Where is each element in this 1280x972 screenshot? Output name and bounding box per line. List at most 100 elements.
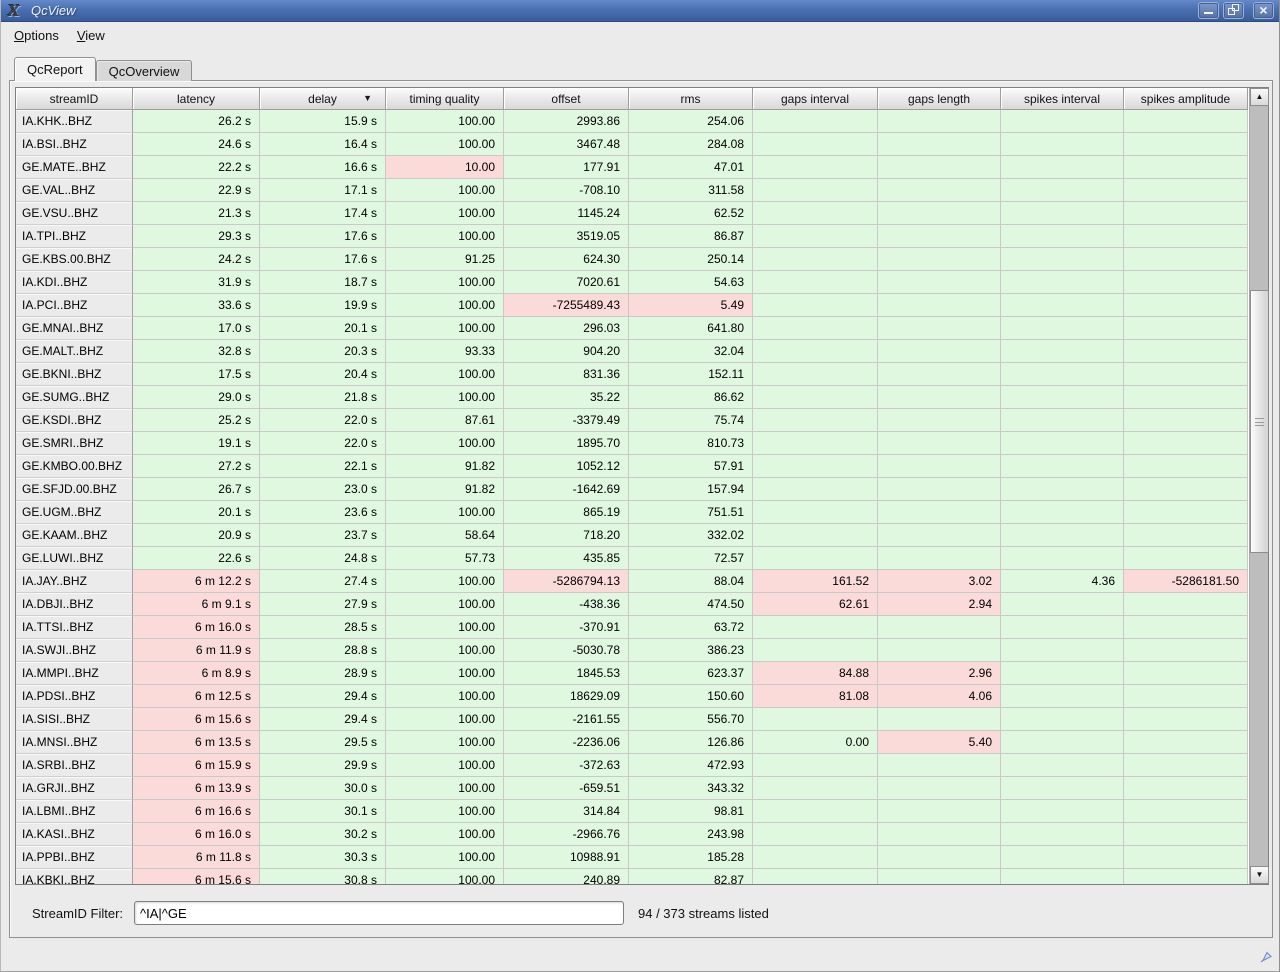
value-cell[interactable]: 57.73 — [386, 547, 504, 570]
value-cell[interactable] — [1124, 823, 1248, 846]
table-row[interactable]: GE.MNAI..BHZ 17.0 s 20.1 s 100.00 296.03 641.… — [16, 317, 1249, 340]
stream-id-cell[interactable]: IA.TTSI..BHZ — [16, 616, 133, 639]
value-cell[interactable] — [878, 363, 1001, 386]
value-cell[interactable]: 100.00 — [386, 777, 504, 800]
value-cell[interactable]: 86.87 — [629, 225, 753, 248]
value-cell[interactable]: 28.8 s — [260, 639, 386, 662]
value-cell[interactable]: 30.0 s — [260, 777, 386, 800]
value-cell[interactable]: 29.5 s — [260, 731, 386, 754]
value-cell[interactable] — [1001, 363, 1124, 386]
value-cell[interactable]: 16.6 s — [260, 156, 386, 179]
value-cell[interactable]: 100.00 — [386, 294, 504, 317]
value-cell[interactable]: 6 m 15.6 s — [133, 708, 260, 731]
value-cell[interactable] — [1124, 294, 1248, 317]
value-cell[interactable] — [1124, 547, 1248, 570]
column-header-spikes-interval[interactable]: spikes interval — [1001, 88, 1124, 110]
value-cell[interactable]: 30.8 s — [260, 869, 386, 884]
value-cell[interactable]: 23.7 s — [260, 524, 386, 547]
value-cell[interactable]: 86.62 — [629, 386, 753, 409]
value-cell[interactable] — [753, 386, 878, 409]
table-row[interactable]: IA.SWJI..BHZ 6 m 11.9 s 28.8 s 100.00 -5030.… — [16, 639, 1249, 662]
value-cell[interactable] — [1001, 616, 1124, 639]
value-cell[interactable] — [753, 317, 878, 340]
value-cell[interactable]: 17.6 s — [260, 225, 386, 248]
value-cell[interactable]: 100.00 — [386, 639, 504, 662]
table-row[interactable]: IA.TPI..BHZ 29.3 s 17.6 s 100.00 3519.05 86.8… — [16, 225, 1249, 248]
value-cell[interactable]: -5030.78 — [504, 639, 629, 662]
value-cell[interactable]: 31.9 s — [133, 271, 260, 294]
value-cell[interactable] — [1001, 662, 1124, 685]
stream-filter-input[interactable] — [134, 901, 625, 925]
value-cell[interactable]: 100.00 — [386, 133, 504, 156]
value-cell[interactable]: -708.10 — [504, 179, 629, 202]
value-cell[interactable]: 150.60 — [629, 685, 753, 708]
value-cell[interactable]: 556.70 — [629, 708, 753, 731]
value-cell[interactable]: 7020.61 — [504, 271, 629, 294]
value-cell[interactable]: 20.4 s — [260, 363, 386, 386]
value-cell[interactable]: 23.6 s — [260, 501, 386, 524]
value-cell[interactable] — [1124, 846, 1248, 869]
value-cell[interactable] — [753, 869, 878, 884]
value-cell[interactable] — [1001, 248, 1124, 271]
value-cell[interactable]: -3379.49 — [504, 409, 629, 432]
value-cell[interactable] — [1001, 340, 1124, 363]
table-row[interactable]: IA.MNSI..BHZ 6 m 13.5 s 29.5 s 100.00 -2236.… — [16, 731, 1249, 754]
titlebar[interactable]: X QcView × — [1, 0, 1279, 22]
value-cell[interactable]: 100.00 — [386, 202, 504, 225]
value-cell[interactable] — [753, 777, 878, 800]
value-cell[interactable]: 54.63 — [629, 271, 753, 294]
stream-id-cell[interactable]: IA.JAY..BHZ — [16, 570, 133, 593]
column-header-offset[interactable]: offset — [504, 88, 629, 110]
scrollbar-track[interactable] — [1250, 106, 1269, 866]
tab-qcoverview[interactable]: QcOverview — [95, 60, 193, 81]
value-cell[interactable]: 6 m 13.5 s — [133, 731, 260, 754]
value-cell[interactable]: 435.85 — [504, 547, 629, 570]
value-cell[interactable]: 250.14 — [629, 248, 753, 271]
value-cell[interactable]: 6 m 16.0 s — [133, 823, 260, 846]
value-cell[interactable]: -5286181.50 — [1124, 570, 1248, 593]
value-cell[interactable]: 4.06 — [878, 685, 1001, 708]
value-cell[interactable]: 20.9 s — [133, 524, 260, 547]
table-row[interactable]: GE.MATE..BHZ 22.2 s 16.6 s 10.00 177.91 47.01 — [16, 156, 1249, 179]
value-cell[interactable]: 6 m 16.6 s — [133, 800, 260, 823]
value-cell[interactable] — [878, 708, 1001, 731]
value-cell[interactable] — [753, 363, 878, 386]
value-cell[interactable]: 20.1 s — [260, 317, 386, 340]
table-row[interactable]: IA.KASI..BHZ 6 m 16.0 s 30.2 s 100.00 -2966.… — [16, 823, 1249, 846]
stream-id-cell[interactable]: IA.PCI..BHZ — [16, 294, 133, 317]
value-cell[interactable]: 904.20 — [504, 340, 629, 363]
column-header-gaps-interval[interactable]: gaps interval — [753, 88, 878, 110]
value-cell[interactable]: 1052.12 — [504, 455, 629, 478]
value-cell[interactable]: -370.91 — [504, 616, 629, 639]
value-cell[interactable]: -2236.06 — [504, 731, 629, 754]
stream-id-cell[interactable]: IA.PDSI..BHZ — [16, 685, 133, 708]
table-row[interactable]: GE.KSDI..BHZ 25.2 s 22.0 s 87.61 -3379.49 75.… — [16, 409, 1249, 432]
value-cell[interactable]: 33.6 s — [133, 294, 260, 317]
value-cell[interactable]: 2.96 — [878, 662, 1001, 685]
value-cell[interactable] — [878, 271, 1001, 294]
table-row[interactable]: GE.BKNI..BHZ 17.5 s 20.4 s 100.00 831.36 152.… — [16, 363, 1249, 386]
value-cell[interactable] — [1124, 248, 1248, 271]
value-cell[interactable]: 58.64 — [386, 524, 504, 547]
value-cell[interactable] — [878, 777, 1001, 800]
menu-view[interactable]: View — [76, 28, 105, 43]
value-cell[interactable] — [1124, 386, 1248, 409]
value-cell[interactable]: 6 m 11.8 s — [133, 846, 260, 869]
value-cell[interactable] — [1001, 478, 1124, 501]
value-cell[interactable]: 32.8 s — [133, 340, 260, 363]
column-header-rms[interactable]: rms — [629, 88, 753, 110]
value-cell[interactable]: 17.1 s — [260, 179, 386, 202]
table-row[interactable]: IA.DBJI..BHZ 6 m 9.1 s 27.9 s 100.00 -438.36… — [16, 593, 1249, 616]
table-row[interactable]: IA.KDI..BHZ 31.9 s 18.7 s 100.00 7020.61 54.6… — [16, 271, 1249, 294]
value-cell[interactable] — [753, 478, 878, 501]
stream-id-cell[interactable]: GE.MATE..BHZ — [16, 156, 133, 179]
stream-id-cell[interactable]: IA.KHK..BHZ — [16, 110, 133, 133]
value-cell[interactable] — [1124, 662, 1248, 685]
value-cell[interactable]: -2161.55 — [504, 708, 629, 731]
value-cell[interactable]: 5.40 — [878, 731, 1001, 754]
stream-id-cell[interactable]: IA.KASI..BHZ — [16, 823, 133, 846]
value-cell[interactable]: 10988.91 — [504, 846, 629, 869]
value-cell[interactable]: 20.1 s — [133, 501, 260, 524]
stream-id-cell[interactable]: IA.DBJI..BHZ — [16, 593, 133, 616]
stream-id-cell[interactable]: IA.LBMI..BHZ — [16, 800, 133, 823]
